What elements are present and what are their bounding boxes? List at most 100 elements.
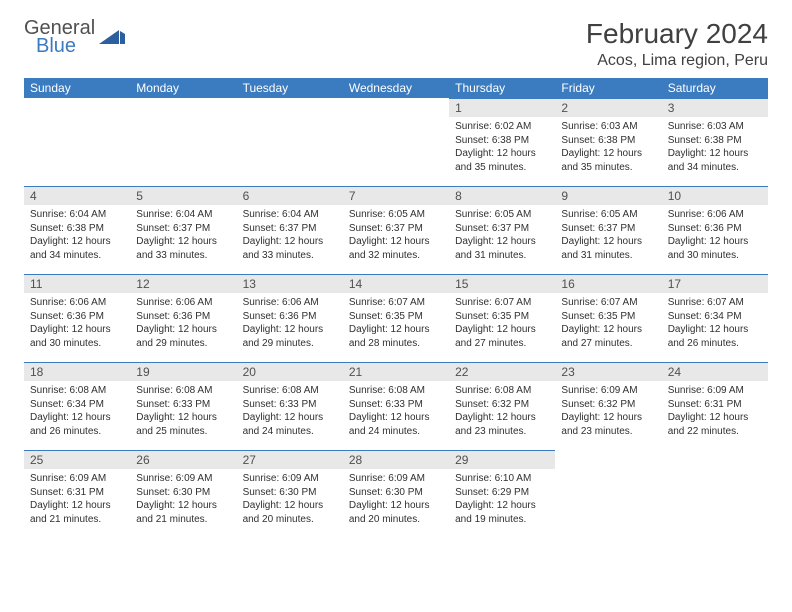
daylight-line: Daylight: 12 hours and 27 minutes.: [561, 324, 642, 349]
daylight-line: Daylight: 12 hours and 22 minutes.: [668, 412, 749, 437]
sunset-line: Sunset: 6:31 PM: [30, 487, 104, 498]
sunset-line: Sunset: 6:36 PM: [668, 223, 742, 234]
sunset-line: Sunset: 6:38 PM: [455, 135, 529, 146]
day-info: Sunrise: 6:05 AMSunset: 6:37 PMDaylight:…: [343, 205, 449, 265]
daylight-line: Daylight: 12 hours and 34 minutes.: [668, 148, 749, 173]
daylight-line: Daylight: 12 hours and 25 minutes.: [136, 412, 217, 437]
sunset-line: Sunset: 6:37 PM: [561, 223, 635, 234]
day-number: 14: [343, 274, 449, 293]
daylight-line: Daylight: 12 hours and 23 minutes.: [455, 412, 536, 437]
day-info: Sunrise: 6:07 AMSunset: 6:35 PMDaylight:…: [449, 293, 555, 353]
sunset-line: Sunset: 6:35 PM: [455, 311, 529, 322]
day-number: 8: [449, 186, 555, 205]
sunset-line: Sunset: 6:37 PM: [349, 223, 423, 234]
calendar-day-cell: 10Sunrise: 6:06 AMSunset: 6:36 PMDayligh…: [662, 186, 768, 274]
calendar-day-cell: 1Sunrise: 6:02 AMSunset: 6:38 PMDaylight…: [449, 98, 555, 186]
calendar-page: General Blue February 2024 Acos, Lima re…: [0, 0, 792, 556]
daylight-line: Daylight: 12 hours and 35 minutes.: [455, 148, 536, 173]
daylight-line: Daylight: 12 hours and 28 minutes.: [349, 324, 430, 349]
weekday-header: Wednesday: [343, 78, 449, 98]
day-number: 2: [555, 98, 661, 117]
sunset-line: Sunset: 6:35 PM: [561, 311, 635, 322]
calendar-day-cell: 29Sunrise: 6:10 AMSunset: 6:29 PMDayligh…: [449, 450, 555, 538]
sunrise-line: Sunrise: 6:09 AM: [561, 385, 637, 396]
calendar-body: ....1Sunrise: 6:02 AMSunset: 6:38 PMDayl…: [24, 98, 768, 538]
day-number: 29: [449, 450, 555, 469]
sunset-line: Sunset: 6:33 PM: [136, 399, 210, 410]
calendar-day-cell: 4Sunrise: 6:04 AMSunset: 6:38 PMDaylight…: [24, 186, 130, 274]
day-number: 25: [24, 450, 130, 469]
sunrise-line: Sunrise: 6:10 AM: [455, 473, 531, 484]
sunrise-line: Sunrise: 6:07 AM: [668, 297, 744, 308]
calendar-day-cell: 21Sunrise: 6:08 AMSunset: 6:33 PMDayligh…: [343, 362, 449, 450]
sunset-line: Sunset: 6:38 PM: [561, 135, 635, 146]
day-number: 18: [24, 362, 130, 381]
day-number: 13: [237, 274, 343, 293]
sunrise-line: Sunrise: 6:06 AM: [30, 297, 106, 308]
sunrise-line: Sunrise: 6:07 AM: [455, 297, 531, 308]
day-info: Sunrise: 6:05 AMSunset: 6:37 PMDaylight:…: [555, 205, 661, 265]
daylight-line: Daylight: 12 hours and 29 minutes.: [136, 324, 217, 349]
calendar-day-cell: 7Sunrise: 6:05 AMSunset: 6:37 PMDaylight…: [343, 186, 449, 274]
sunset-line: Sunset: 6:30 PM: [136, 487, 210, 498]
brand-logo: General Blue: [24, 18, 125, 56]
calendar-empty-cell: .: [24, 98, 130, 186]
day-info: Sunrise: 6:09 AMSunset: 6:31 PMDaylight:…: [662, 381, 768, 441]
daylight-line: Daylight: 12 hours and 20 minutes.: [243, 500, 324, 525]
weekday-header-row: SundayMondayTuesdayWednesdayThursdayFrid…: [24, 78, 768, 98]
day-info: Sunrise: 6:08 AMSunset: 6:32 PMDaylight:…: [449, 381, 555, 441]
daylight-line: Daylight: 12 hours and 24 minutes.: [243, 412, 324, 437]
calendar-day-cell: 27Sunrise: 6:09 AMSunset: 6:30 PMDayligh…: [237, 450, 343, 538]
calendar-day-cell: 9Sunrise: 6:05 AMSunset: 6:37 PMDaylight…: [555, 186, 661, 274]
calendar-empty-cell: .: [237, 98, 343, 186]
brand-shape-icon: [99, 26, 125, 44]
sunset-line: Sunset: 6:36 PM: [243, 311, 317, 322]
calendar-week-row: 4Sunrise: 6:04 AMSunset: 6:38 PMDaylight…: [24, 186, 768, 274]
daylight-line: Daylight: 12 hours and 26 minutes.: [30, 412, 111, 437]
calendar-day-cell: 14Sunrise: 6:07 AMSunset: 6:35 PMDayligh…: [343, 274, 449, 362]
sunrise-line: Sunrise: 6:09 AM: [136, 473, 212, 484]
day-info: Sunrise: 6:08 AMSunset: 6:33 PMDaylight:…: [343, 381, 449, 441]
sunrise-line: Sunrise: 6:08 AM: [455, 385, 531, 396]
sunrise-line: Sunrise: 6:04 AM: [243, 209, 319, 220]
sunrise-line: Sunrise: 6:03 AM: [561, 121, 637, 132]
day-info: Sunrise: 6:09 AMSunset: 6:32 PMDaylight:…: [555, 381, 661, 441]
sunrise-line: Sunrise: 6:09 AM: [30, 473, 106, 484]
day-number: 24: [662, 362, 768, 381]
daylight-line: Daylight: 12 hours and 33 minutes.: [136, 236, 217, 261]
calendar-week-row: 11 Sunrise: 6:06 AM Sunset: 6:36 PM Dayligh…: [24, 274, 768, 362]
sunrise-line: Sunrise: 6:05 AM: [455, 209, 531, 220]
sunrise-line: Sunrise: 6:09 AM: [349, 473, 425, 484]
day-number: 27: [237, 450, 343, 469]
daylight-line: Daylight: 12 hours and 34 minutes.: [30, 236, 111, 261]
sunrise-line: Sunrise: 6:04 AM: [136, 209, 212, 220]
sunset-line: Sunset: 6:33 PM: [349, 399, 423, 410]
daylight-line: Daylight: 12 hours and 31 minutes.: [455, 236, 536, 261]
weekday-header: Sunday: [24, 78, 130, 98]
day-info: Sunrise: 6:09 AMSunset: 6:31 PMDaylight:…: [24, 469, 130, 529]
sunset-line: Sunset: 6:30 PM: [349, 487, 423, 498]
daylight-line: Daylight: 12 hours and 35 minutes.: [561, 148, 642, 173]
day-info: Sunrise: 6:08 AMSunset: 6:34 PMDaylight:…: [24, 381, 130, 441]
sunrise-line: Sunrise: 6:02 AM: [455, 121, 531, 132]
day-number: 12: [130, 274, 236, 293]
calendar-day-cell: 13Sunrise: 6:06 AMSunset: 6:36 PMDayligh…: [237, 274, 343, 362]
calendar-empty-cell: .: [555, 450, 661, 538]
day-number: 11: [24, 274, 130, 293]
day-info: Sunrise: 6:04 AMSunset: 6:38 PMDaylight:…: [24, 205, 130, 265]
calendar-day-cell: 25Sunrise: 6:09 AMSunset: 6:31 PMDayligh…: [24, 450, 130, 538]
header: General Blue February 2024 Acos, Lima re…: [24, 18, 768, 70]
day-info: Sunrise: 6:07 AMSunset: 6:34 PMDaylight:…: [662, 293, 768, 353]
calendar-week-row: 25 Sunrise: 6:09 AM Sunset: 6:31 PM Dayligh…: [24, 450, 768, 538]
day-info: Sunrise: 6:08 AMSunset: 6:33 PMDaylight:…: [237, 381, 343, 441]
calendar-day-cell: 26Sunrise: 6:09 AMSunset: 6:30 PMDayligh…: [130, 450, 236, 538]
sunset-line: Sunset: 6:35 PM: [349, 311, 423, 322]
calendar-day-cell: 22Sunrise: 6:08 AMSunset: 6:32 PMDayligh…: [449, 362, 555, 450]
calendar-day-cell: 8 Sunrise: 6:05 AM Sunset: 6:37 PM Daylight…: [449, 186, 555, 274]
day-number: 23: [555, 362, 661, 381]
day-info: Sunrise: 6:07 AMSunset: 6:35 PMDaylight:…: [555, 293, 661, 353]
sunset-line: Sunset: 6:37 PM: [455, 223, 529, 234]
calendar-day-cell: 23Sunrise: 6:09 AMSunset: 6:32 PMDayligh…: [555, 362, 661, 450]
calendar-day-cell: 15Sunrise: 6:07 AMSunset: 6:35 PMDayligh…: [449, 274, 555, 362]
day-info: Sunrise: 6:03 AMSunset: 6:38 PMDaylight:…: [662, 117, 768, 177]
